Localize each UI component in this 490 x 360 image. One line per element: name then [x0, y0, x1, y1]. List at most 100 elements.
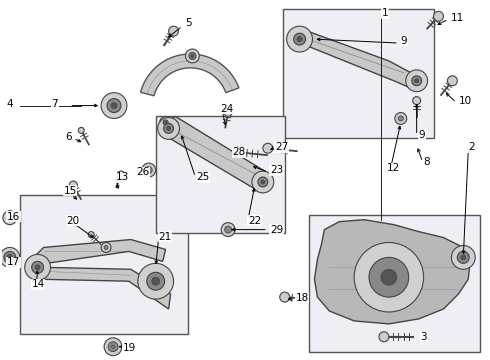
- Ellipse shape: [24, 255, 50, 280]
- Text: 7: 7: [51, 99, 58, 109]
- Text: 1: 1: [382, 8, 389, 18]
- Ellipse shape: [107, 99, 121, 113]
- Bar: [156, 116, 285, 233]
- Polygon shape: [294, 31, 416, 91]
- Text: 27: 27: [275, 142, 288, 152]
- Ellipse shape: [160, 117, 172, 129]
- Circle shape: [434, 11, 443, 21]
- Circle shape: [142, 163, 156, 177]
- Bar: [310, 215, 480, 352]
- Text: 21: 21: [159, 231, 172, 242]
- Ellipse shape: [189, 53, 196, 59]
- Text: 29: 29: [270, 225, 283, 235]
- Text: 17: 17: [7, 257, 20, 267]
- Text: 8: 8: [424, 157, 430, 167]
- Circle shape: [221, 223, 235, 237]
- Ellipse shape: [297, 37, 302, 41]
- Circle shape: [224, 109, 232, 117]
- Circle shape: [413, 96, 420, 105]
- Ellipse shape: [354, 243, 424, 312]
- Text: 9: 9: [418, 130, 425, 140]
- Ellipse shape: [158, 117, 179, 139]
- Ellipse shape: [163, 120, 168, 125]
- Circle shape: [78, 127, 84, 133]
- Polygon shape: [37, 239, 166, 264]
- Circle shape: [3, 211, 17, 225]
- Ellipse shape: [451, 246, 475, 269]
- Text: 12: 12: [387, 163, 400, 173]
- Circle shape: [117, 171, 125, 179]
- Ellipse shape: [412, 76, 421, 86]
- Ellipse shape: [258, 177, 268, 187]
- Circle shape: [145, 167, 152, 174]
- Ellipse shape: [147, 272, 165, 290]
- Polygon shape: [37, 267, 171, 309]
- Polygon shape: [162, 117, 270, 192]
- Text: 28: 28: [232, 147, 245, 157]
- Text: 13: 13: [116, 172, 129, 182]
- Ellipse shape: [406, 70, 428, 92]
- Text: 3: 3: [420, 332, 427, 342]
- Ellipse shape: [165, 121, 167, 123]
- Text: 9: 9: [401, 36, 407, 46]
- Ellipse shape: [167, 126, 171, 130]
- Text: 24: 24: [220, 104, 233, 113]
- Ellipse shape: [415, 79, 418, 83]
- Ellipse shape: [369, 257, 409, 297]
- Circle shape: [379, 332, 389, 342]
- Ellipse shape: [35, 265, 40, 270]
- Circle shape: [233, 147, 243, 157]
- Text: 25: 25: [196, 172, 210, 182]
- Ellipse shape: [138, 264, 173, 299]
- Ellipse shape: [111, 103, 117, 109]
- Ellipse shape: [185, 49, 199, 63]
- Ellipse shape: [164, 123, 173, 133]
- Circle shape: [398, 116, 403, 121]
- Circle shape: [169, 26, 178, 36]
- Ellipse shape: [152, 277, 160, 285]
- Ellipse shape: [261, 180, 265, 184]
- Circle shape: [104, 338, 122, 356]
- Text: 2: 2: [468, 142, 475, 152]
- Ellipse shape: [294, 33, 306, 45]
- Circle shape: [70, 181, 77, 189]
- Ellipse shape: [32, 261, 44, 273]
- Text: 22: 22: [248, 216, 261, 226]
- Circle shape: [395, 113, 407, 125]
- Ellipse shape: [381, 269, 397, 285]
- Text: 10: 10: [458, 96, 471, 105]
- Text: 18: 18: [295, 293, 309, 303]
- Polygon shape: [141, 54, 239, 96]
- Ellipse shape: [252, 171, 274, 193]
- Text: 20: 20: [66, 216, 79, 226]
- Text: 15: 15: [63, 186, 76, 196]
- Ellipse shape: [457, 251, 469, 264]
- Text: 16: 16: [7, 212, 20, 222]
- Circle shape: [263, 143, 273, 153]
- Circle shape: [109, 343, 117, 351]
- Ellipse shape: [0, 247, 20, 267]
- Text: 23: 23: [270, 165, 283, 175]
- Circle shape: [112, 345, 115, 348]
- Text: 5: 5: [185, 18, 192, 28]
- Ellipse shape: [101, 93, 127, 118]
- Circle shape: [224, 226, 232, 233]
- Circle shape: [447, 76, 457, 86]
- Ellipse shape: [287, 26, 313, 52]
- Circle shape: [280, 292, 290, 302]
- Circle shape: [101, 243, 111, 252]
- Circle shape: [7, 215, 13, 221]
- Circle shape: [108, 342, 118, 352]
- Ellipse shape: [191, 54, 194, 58]
- Text: 11: 11: [450, 13, 464, 23]
- Polygon shape: [315, 220, 470, 324]
- Ellipse shape: [4, 251, 16, 264]
- Text: 14: 14: [32, 279, 45, 289]
- Text: 6: 6: [65, 132, 72, 142]
- Circle shape: [88, 231, 94, 238]
- Text: 4: 4: [7, 99, 14, 109]
- Bar: [283, 9, 434, 138]
- Text: 19: 19: [123, 343, 136, 353]
- Bar: [20, 195, 189, 334]
- Ellipse shape: [461, 255, 466, 260]
